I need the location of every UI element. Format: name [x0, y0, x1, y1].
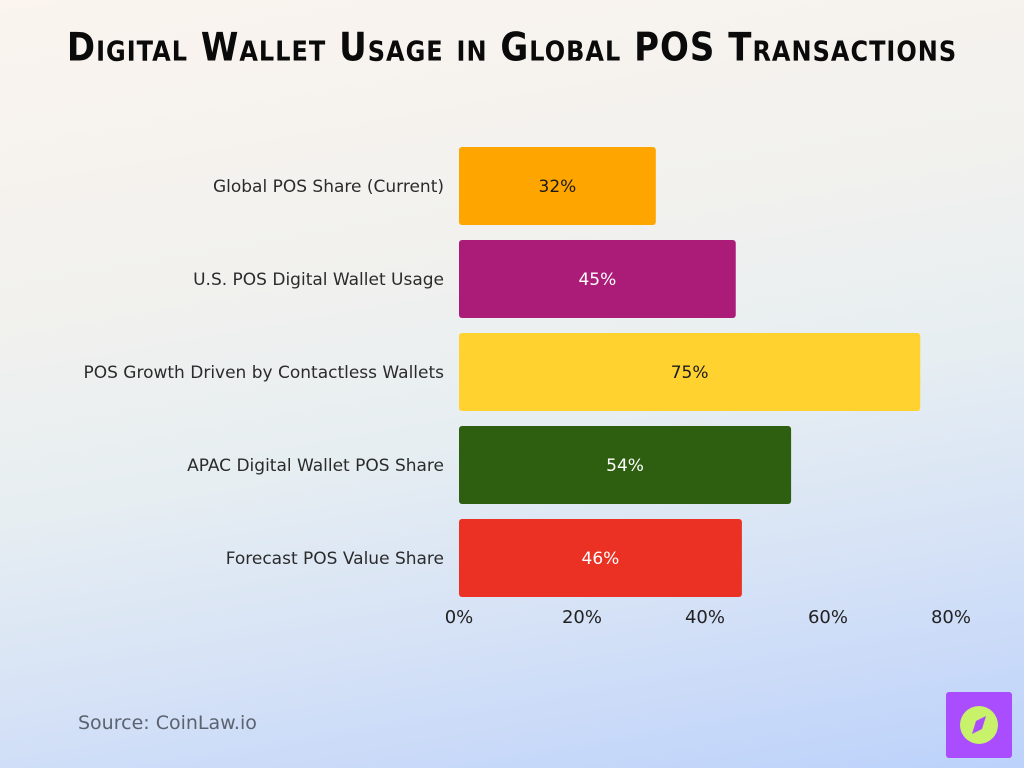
x-tick-label-4: 80%: [931, 607, 971, 628]
source-label: Source: CoinLaw.io: [78, 712, 257, 734]
category-label-4: Forecast POS Value Share: [226, 549, 444, 569]
x-tick-label-2: 40%: [685, 607, 725, 628]
bar-value-label-0: 32%: [539, 177, 577, 197]
category-label-3: APAC Digital Wallet POS Share: [187, 456, 444, 476]
bar-chart: 32% Global POS Share (Current) 45% U.S. POS…: [83, 147, 971, 628]
x-tick-label-0: 0%: [445, 607, 474, 628]
bar-4: [459, 519, 742, 597]
category-label-2: POS Growth Driven by Contactless Wallets: [83, 363, 444, 383]
chart-title: Digital Wallet Usage in Global POS Trans…: [66, 25, 958, 71]
compass-icon: [946, 692, 1012, 758]
bar-value-label-2: 75%: [671, 363, 709, 383]
category-label-1: U.S. POS Digital Wallet Usage: [193, 270, 444, 290]
bar-2: [459, 333, 921, 411]
compass-needle: [972, 716, 986, 734]
bar-1: [459, 240, 736, 318]
bar-3: [459, 426, 792, 504]
category-label-0: Global POS Share (Current): [213, 177, 444, 197]
bar-0: [459, 147, 656, 225]
x-tick-label-1: 20%: [562, 607, 602, 628]
bar-value-label-4: 46%: [582, 549, 620, 569]
x-tick-label-3: 60%: [808, 607, 848, 628]
bar-value-label-1: 45%: [578, 270, 616, 290]
bar-value-label-3: 54%: [606, 456, 644, 476]
